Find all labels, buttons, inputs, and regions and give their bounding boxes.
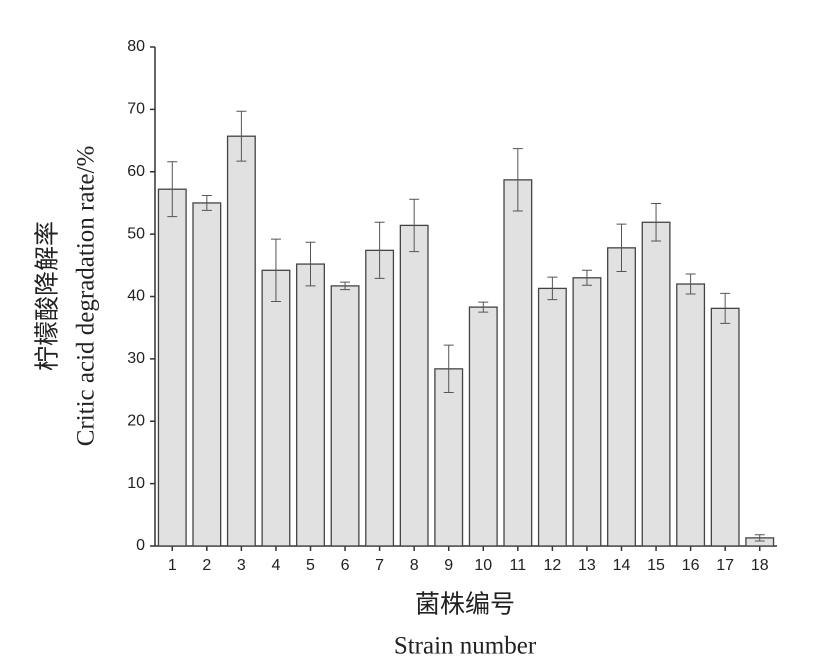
- bar: [572, 277, 602, 547]
- bar: [537, 287, 567, 547]
- x-tick-label: 14: [613, 557, 631, 574]
- x-tick-label: 1: [168, 557, 177, 574]
- bar: [434, 368, 464, 547]
- bar: [330, 285, 360, 547]
- bar: [607, 247, 636, 547]
- x-tick-label: 4: [271, 557, 280, 574]
- x-tick-label: 17: [716, 557, 734, 574]
- error-bar: [720, 292, 731, 324]
- x-tick-label: 11: [510, 557, 527, 574]
- x-tick-label: 3: [237, 557, 246, 574]
- error-bar: [685, 273, 696, 295]
- error-bar: [754, 534, 765, 542]
- error-bar: [270, 238, 281, 302]
- x-tick-label: 16: [682, 557, 700, 574]
- x-tick-label: 18: [751, 557, 769, 574]
- y-tick-label: 80: [127, 38, 145, 55]
- bar: [157, 188, 187, 547]
- x-tick-label: 13: [578, 557, 596, 574]
- error-bar: [616, 223, 627, 273]
- y-tick-label: 50: [127, 225, 145, 242]
- bar: [226, 135, 256, 547]
- bar: [261, 269, 291, 547]
- x-tick-label: 7: [375, 557, 384, 574]
- error-bar: [512, 148, 523, 212]
- y-tick-label: 60: [127, 163, 145, 180]
- error-bar: [305, 241, 316, 287]
- bar: [710, 307, 740, 547]
- error-bar: [547, 276, 558, 301]
- bar: [676, 283, 706, 547]
- y-axis-title: Critic acid degradation rate/%: [73, 146, 100, 447]
- error-bar: [340, 281, 351, 291]
- error-bar: [651, 203, 662, 242]
- x-tick-label: 5: [306, 557, 315, 574]
- y-tick-label: 10: [127, 475, 145, 492]
- x-tick-label: 10: [474, 557, 492, 574]
- x-tick-label: 9: [444, 557, 453, 574]
- error-bar: [236, 110, 247, 162]
- y-tick-label: 20: [127, 412, 145, 429]
- x-tick-label: 15: [647, 557, 665, 574]
- bar: [296, 263, 325, 547]
- y-tick-label: 30: [127, 350, 145, 367]
- bar: [399, 224, 429, 547]
- error-bar: [409, 198, 420, 253]
- x-tick-label: 6: [341, 557, 350, 574]
- y-tick-label: 0: [136, 537, 145, 554]
- error-bar: [167, 161, 178, 218]
- x-tick-label: 2: [202, 557, 211, 574]
- bar: [468, 306, 498, 547]
- y-axis-title: 柠檬酸降解率: [34, 221, 62, 371]
- y-tick-label: 70: [127, 101, 145, 118]
- bar: [641, 221, 671, 547]
- y-tick-label: 40: [127, 288, 145, 305]
- bar: [192, 202, 222, 547]
- error-bar: [201, 194, 212, 211]
- bar: [503, 179, 533, 547]
- error-bar: [581, 269, 592, 286]
- bar: [365, 249, 395, 547]
- x-axis-title: Strain number: [394, 633, 537, 660]
- error-bar: [374, 221, 385, 279]
- x-tick-label: 12: [543, 557, 561, 574]
- x-tick-label: 8: [410, 557, 419, 574]
- error-bar: [443, 344, 454, 394]
- x-axis-title: 菌株编号: [415, 591, 515, 619]
- error-bar: [478, 301, 489, 313]
